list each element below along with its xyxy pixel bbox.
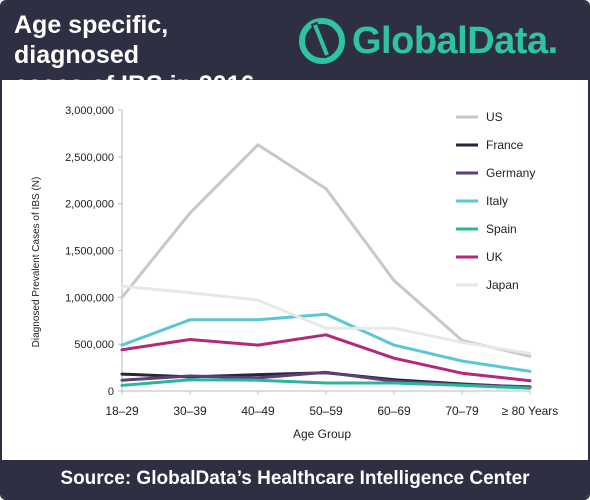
series-line-italy [120,312,532,373]
y-axis-label: Diagnosed Prevalent Cases of IBS (N) [31,177,42,348]
title-line-2: cases of IBS in 2016 [14,71,255,99]
series-line-uk [120,333,532,383]
source-text: Source: GlobalData’s Healthcare Intellig… [60,468,530,489]
globaldata-logo-icon [299,18,345,64]
series-lines [120,143,532,390]
y-tick-label: 1,000,000 [65,292,114,304]
x-tick-label: 70–79 [445,404,479,418]
series-line-us [120,143,532,358]
x-tick-label: 18–29 [105,404,139,418]
legend-label-spain: Spain [486,222,517,236]
y-tick-label: 0 [108,386,114,398]
logo-text: GlobalData. [352,20,558,62]
chart-title: Age specific, diagnosed cases of IBS in … [14,10,284,100]
series-line-japan [120,284,532,355]
legend-label-france: France [486,138,524,152]
y-tick-label: 2,500,000 [65,152,114,164]
header-banner: Age specific, diagnosed cases of IBS in … [2,2,588,99]
y-tick-label: 500,000 [74,339,114,351]
x-tick-label: 30–39 [173,404,207,418]
y-tick-label: 1,500,000 [65,246,114,258]
legend-label-germany: Germany [486,166,535,180]
legend-label-italy: Italy [486,194,508,208]
x-axis: 18–29 30–39 40–49 50–59 60–69 70–79 ≥ 80 Years [105,390,559,418]
x-axis-label: Age Group [293,427,351,441]
legend: US France Germany Italy Spain UK Japan [456,110,535,292]
x-tick-label: 50–59 [309,404,343,418]
y-tick-label: 3,000,000 [65,105,114,117]
globaldata-logo: GlobalData. [292,8,587,74]
y-tick-label: 2,000,000 [65,199,114,211]
x-tick-label: ≥ 80 Years [502,404,559,418]
legend-label-us: US [486,110,503,124]
y-axis: 0 500,000 1,000,000 1,500,000 2,000,000 2,500… [65,105,123,398]
footer-banner: Source: GlobalData’s Healthcare Intellig… [2,460,588,498]
series-line-spain [120,378,532,390]
title-line-1: Age specific, diagnosed [14,11,169,69]
legend-label-uk: UK [486,250,503,264]
legend-label-japan: Japan [486,278,519,292]
x-tick-label: 40–49 [241,404,275,418]
x-tick-label: 60–69 [377,404,411,418]
line-chart: 0 500,000 1,000,000 1,500,000 2,000,000 2,500… [31,105,559,441]
